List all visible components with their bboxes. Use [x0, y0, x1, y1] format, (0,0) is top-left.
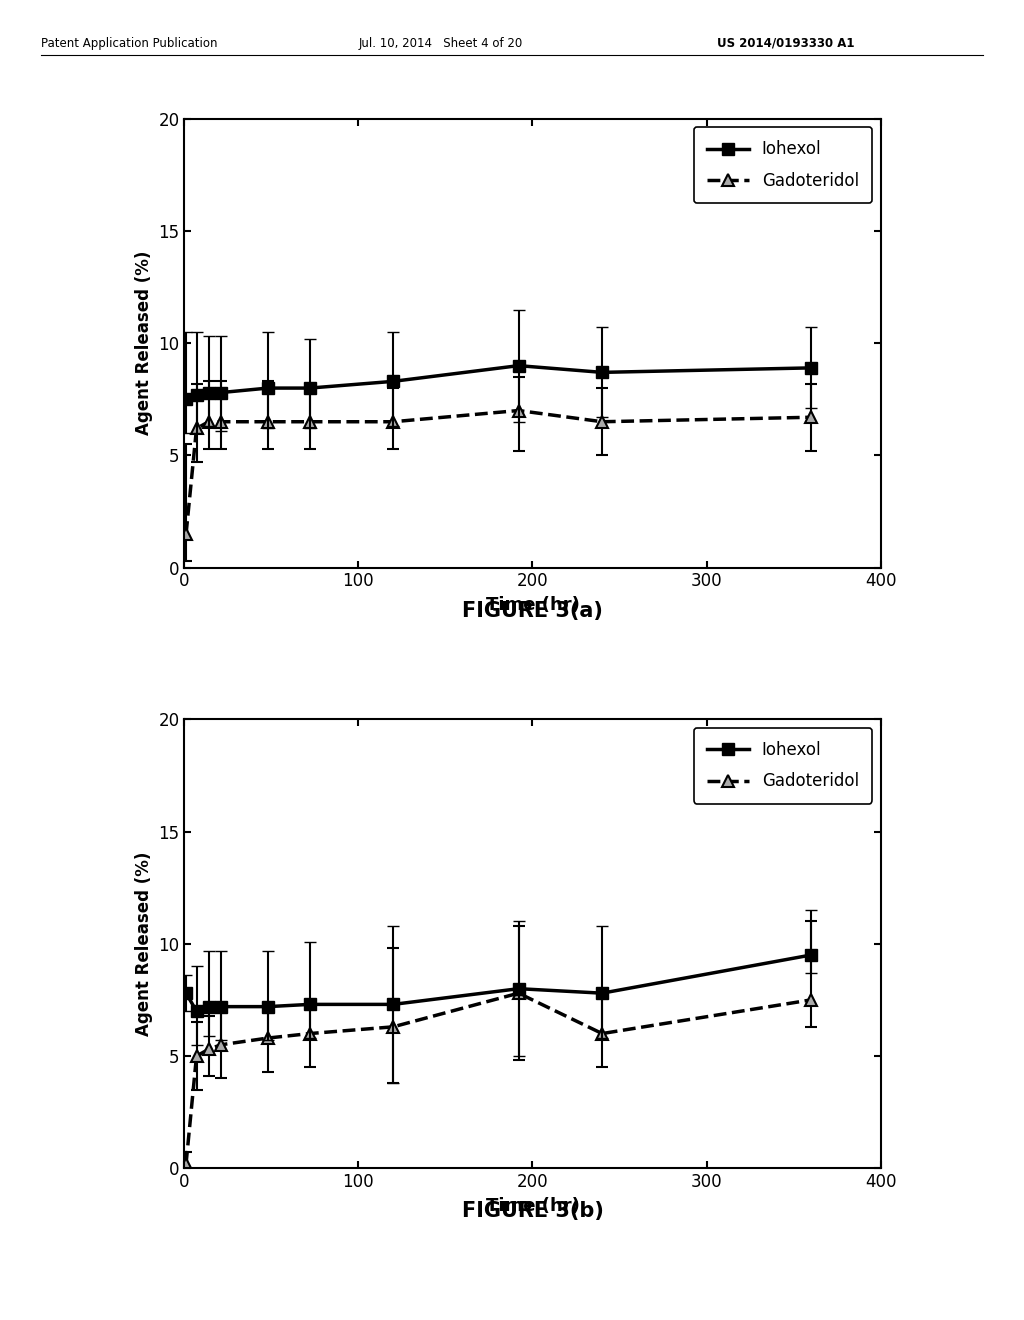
Legend: Iohexol, Gadoteridol: Iohexol, Gadoteridol — [693, 727, 872, 804]
Legend: Iohexol, Gadoteridol: Iohexol, Gadoteridol — [693, 127, 872, 203]
Text: US 2014/0193330 A1: US 2014/0193330 A1 — [717, 37, 854, 50]
Text: Jul. 10, 2014   Sheet 4 of 20: Jul. 10, 2014 Sheet 4 of 20 — [358, 37, 522, 50]
Text: Patent Application Publication: Patent Application Publication — [41, 37, 217, 50]
Text: FIGURE 3(b): FIGURE 3(b) — [462, 1201, 603, 1221]
Text: FIGURE 3(a): FIGURE 3(a) — [462, 601, 603, 620]
X-axis label: Time (hr): Time (hr) — [485, 1197, 580, 1214]
X-axis label: Time (hr): Time (hr) — [485, 597, 580, 614]
Y-axis label: Agent Released (%): Agent Released (%) — [135, 851, 153, 1036]
Y-axis label: Agent Released (%): Agent Released (%) — [135, 251, 153, 436]
